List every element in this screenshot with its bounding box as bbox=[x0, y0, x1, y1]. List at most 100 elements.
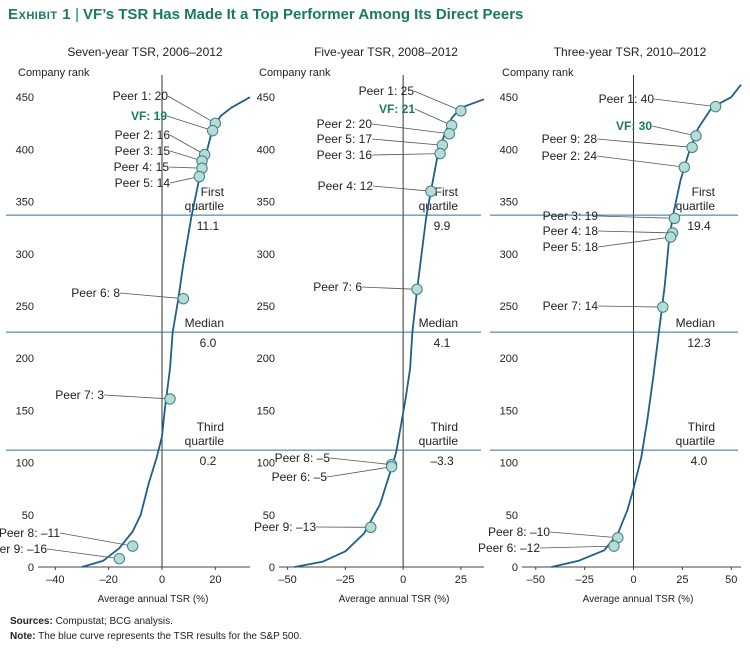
panel-2-peer-marker bbox=[365, 521, 377, 534]
panel-1-subtitle: Seven-year TSR, 2006–2012 bbox=[67, 45, 223, 59]
panel-2-peer-marker bbox=[434, 147, 446, 160]
panel-1-quartile-label: quartile bbox=[185, 434, 225, 448]
page-title: Exhibit 1 | VF’s TSR Has Made It a Top Per… bbox=[8, 6, 523, 23]
panel-3-point-label: Peer 3: 19 bbox=[543, 209, 599, 223]
panel-1-leader-line bbox=[46, 548, 120, 560]
panel-3-peer-marker bbox=[709, 100, 722, 113]
panel-3-y-tick-label: 350 bbox=[500, 197, 518, 209]
panel-1-quartile-label: First bbox=[201, 185, 225, 199]
panel-3-quartile-value: 12.3 bbox=[687, 336, 711, 350]
sources-label: Sources: bbox=[10, 616, 53, 627]
panel-2-leader-line bbox=[326, 466, 392, 478]
panel-3-peer-marker bbox=[678, 161, 691, 173]
exhibit-label: Exhibit 1 bbox=[8, 6, 72, 23]
panel-3-quartile-label: quartile bbox=[676, 434, 716, 448]
panel-3-leader-line bbox=[651, 125, 697, 137]
panel-1-point-label: Peer 6: 8 bbox=[71, 286, 120, 300]
panel-1-quartile-label: Third bbox=[197, 420, 224, 434]
panel-1-point-label: Peer 5: 14 bbox=[115, 176, 171, 190]
panel-3-x-axis-label: Average annual TSR (%) bbox=[583, 594, 694, 605]
panel-1-quartile-value: 6.0 bbox=[200, 336, 217, 350]
panel-2-leader-line bbox=[372, 185, 431, 192]
panel-3-peer-marker bbox=[657, 301, 669, 313]
panel-1-leader-line bbox=[166, 115, 213, 132]
panel-3-peer-marker bbox=[608, 540, 620, 552]
panel-1-point-label: VF: 19 bbox=[131, 109, 167, 123]
panel-2-leader-line bbox=[371, 123, 450, 135]
note-line: Note: The blue curve represents the TSR … bbox=[10, 631, 302, 642]
panel-1-peer-marker bbox=[177, 293, 190, 305]
panel-1-point-label: Peer 4: 15 bbox=[114, 160, 170, 174]
panel-1-y-tick-label: 50 bbox=[22, 510, 34, 522]
panel-3-quartile-label: Median bbox=[676, 316, 715, 330]
panel-1-quartile-value: 0.2 bbox=[200, 454, 217, 468]
panel-3-leader-line bbox=[549, 531, 618, 539]
panel-1-y-tick-label: 0 bbox=[28, 562, 34, 574]
panel-2-y-tick-label: 150 bbox=[257, 405, 275, 417]
panel-3-leader-line bbox=[597, 230, 673, 234]
panel-1-peer-marker bbox=[113, 552, 126, 565]
panel-1-point-label: Peer 8: –11 bbox=[0, 526, 60, 540]
panel-3-point-label: Peer 6: –12 bbox=[478, 541, 540, 555]
panel-3-leader-line bbox=[597, 215, 675, 219]
panel-1-y-tick-label: 100 bbox=[16, 458, 34, 470]
panel-2-subtitle: Five-year TSR, 2008–2012 bbox=[314, 45, 458, 59]
panel-3-leader-line bbox=[597, 305, 663, 308]
panel-2-point-label: Peer 5: 17 bbox=[317, 132, 373, 146]
panel-1-point-label: Peer 2: 16 bbox=[115, 128, 171, 142]
panel-2-leader-line bbox=[371, 138, 443, 146]
panel-3-peer-marker bbox=[664, 231, 677, 243]
panel-3-x-tick-label: –25 bbox=[575, 574, 593, 586]
panel-3-leader-line bbox=[596, 155, 685, 168]
panel-3-peer-marker bbox=[690, 130, 702, 142]
panel-2-y-tick-label: 200 bbox=[257, 353, 275, 365]
panel-2-leader-line bbox=[371, 153, 441, 156]
panel-3-point-label: VF: 30 bbox=[616, 119, 652, 133]
panel-3-point-label: Peer 5: 18 bbox=[543, 240, 599, 254]
panel-2-quartile-label: quartile bbox=[419, 199, 459, 213]
panel-1-quartile-label: quartile bbox=[185, 199, 225, 213]
panel-3-point-label: Peer 7: 14 bbox=[543, 299, 599, 313]
panel-1-x-tick-label: –20 bbox=[99, 574, 117, 586]
panel-1-point-label: Peer 1: 20 bbox=[113, 89, 169, 103]
panel-2-point-label: Peer 3: 16 bbox=[317, 148, 373, 162]
panel-3-x-tick-label: 0 bbox=[630, 574, 636, 586]
panel-3-y-tick-label: 0 bbox=[512, 562, 518, 574]
panel-2-leader-line bbox=[361, 286, 418, 290]
panel-1-y-axis-label: Company rank bbox=[18, 67, 90, 79]
panel-2-point-label: VF: 21 bbox=[379, 102, 415, 116]
panel-3-point-label: Peer 8: –10 bbox=[488, 525, 550, 539]
panel-3-y-axis-label: Company rank bbox=[502, 67, 574, 79]
note-label: Note: bbox=[10, 631, 36, 642]
panel-1-peer-marker bbox=[206, 124, 219, 137]
sources-text: Compustat; BCG analysis. bbox=[55, 616, 173, 627]
panel-1-leader-line bbox=[59, 532, 133, 547]
panel-3-peer-marker bbox=[686, 141, 698, 154]
panel-2-y-axis-label: Company rank bbox=[259, 67, 331, 79]
panel-2-point-label: Peer 7: 6 bbox=[313, 280, 362, 294]
panel-2-leader-line bbox=[414, 108, 452, 126]
panel-2-quartile-value: 9.9 bbox=[434, 219, 451, 233]
panel-2-peer-marker bbox=[443, 128, 456, 140]
panel-2-y-tick-label: 450 bbox=[257, 92, 275, 104]
panel-1-x-tick-label: 0 bbox=[159, 574, 165, 586]
panel-2-quartile-label: First bbox=[435, 185, 459, 199]
panel-2-x-tick-label: 25 bbox=[455, 574, 467, 586]
panel-3-point-label: Peer 4: 18 bbox=[543, 224, 599, 238]
panel-2-point-label: Peer 4: 12 bbox=[318, 179, 374, 193]
panel-3-quartile-value: 19.4 bbox=[687, 219, 711, 233]
panel-3-leader-line bbox=[597, 236, 671, 248]
panel-2-point-label: Peer 1: 25 bbox=[359, 84, 415, 98]
panel-1-x-tick-label: –40 bbox=[46, 574, 64, 586]
title-separator: | bbox=[75, 6, 79, 23]
panel-1-point-label: Peer 3: 15 bbox=[115, 144, 171, 158]
panel-2-y-tick-label: 100 bbox=[257, 458, 275, 470]
panel-3-leader-line bbox=[653, 98, 716, 108]
panel-1-peer-marker bbox=[126, 540, 139, 552]
panel-2-point-label: Peer 2: 20 bbox=[317, 117, 373, 131]
panel-3-x-tick-label: 25 bbox=[676, 574, 688, 586]
panel-2-y-tick-label: 0 bbox=[269, 562, 275, 574]
panel-1-leader-line bbox=[103, 394, 171, 400]
panel-1-peer-marker bbox=[193, 170, 206, 183]
